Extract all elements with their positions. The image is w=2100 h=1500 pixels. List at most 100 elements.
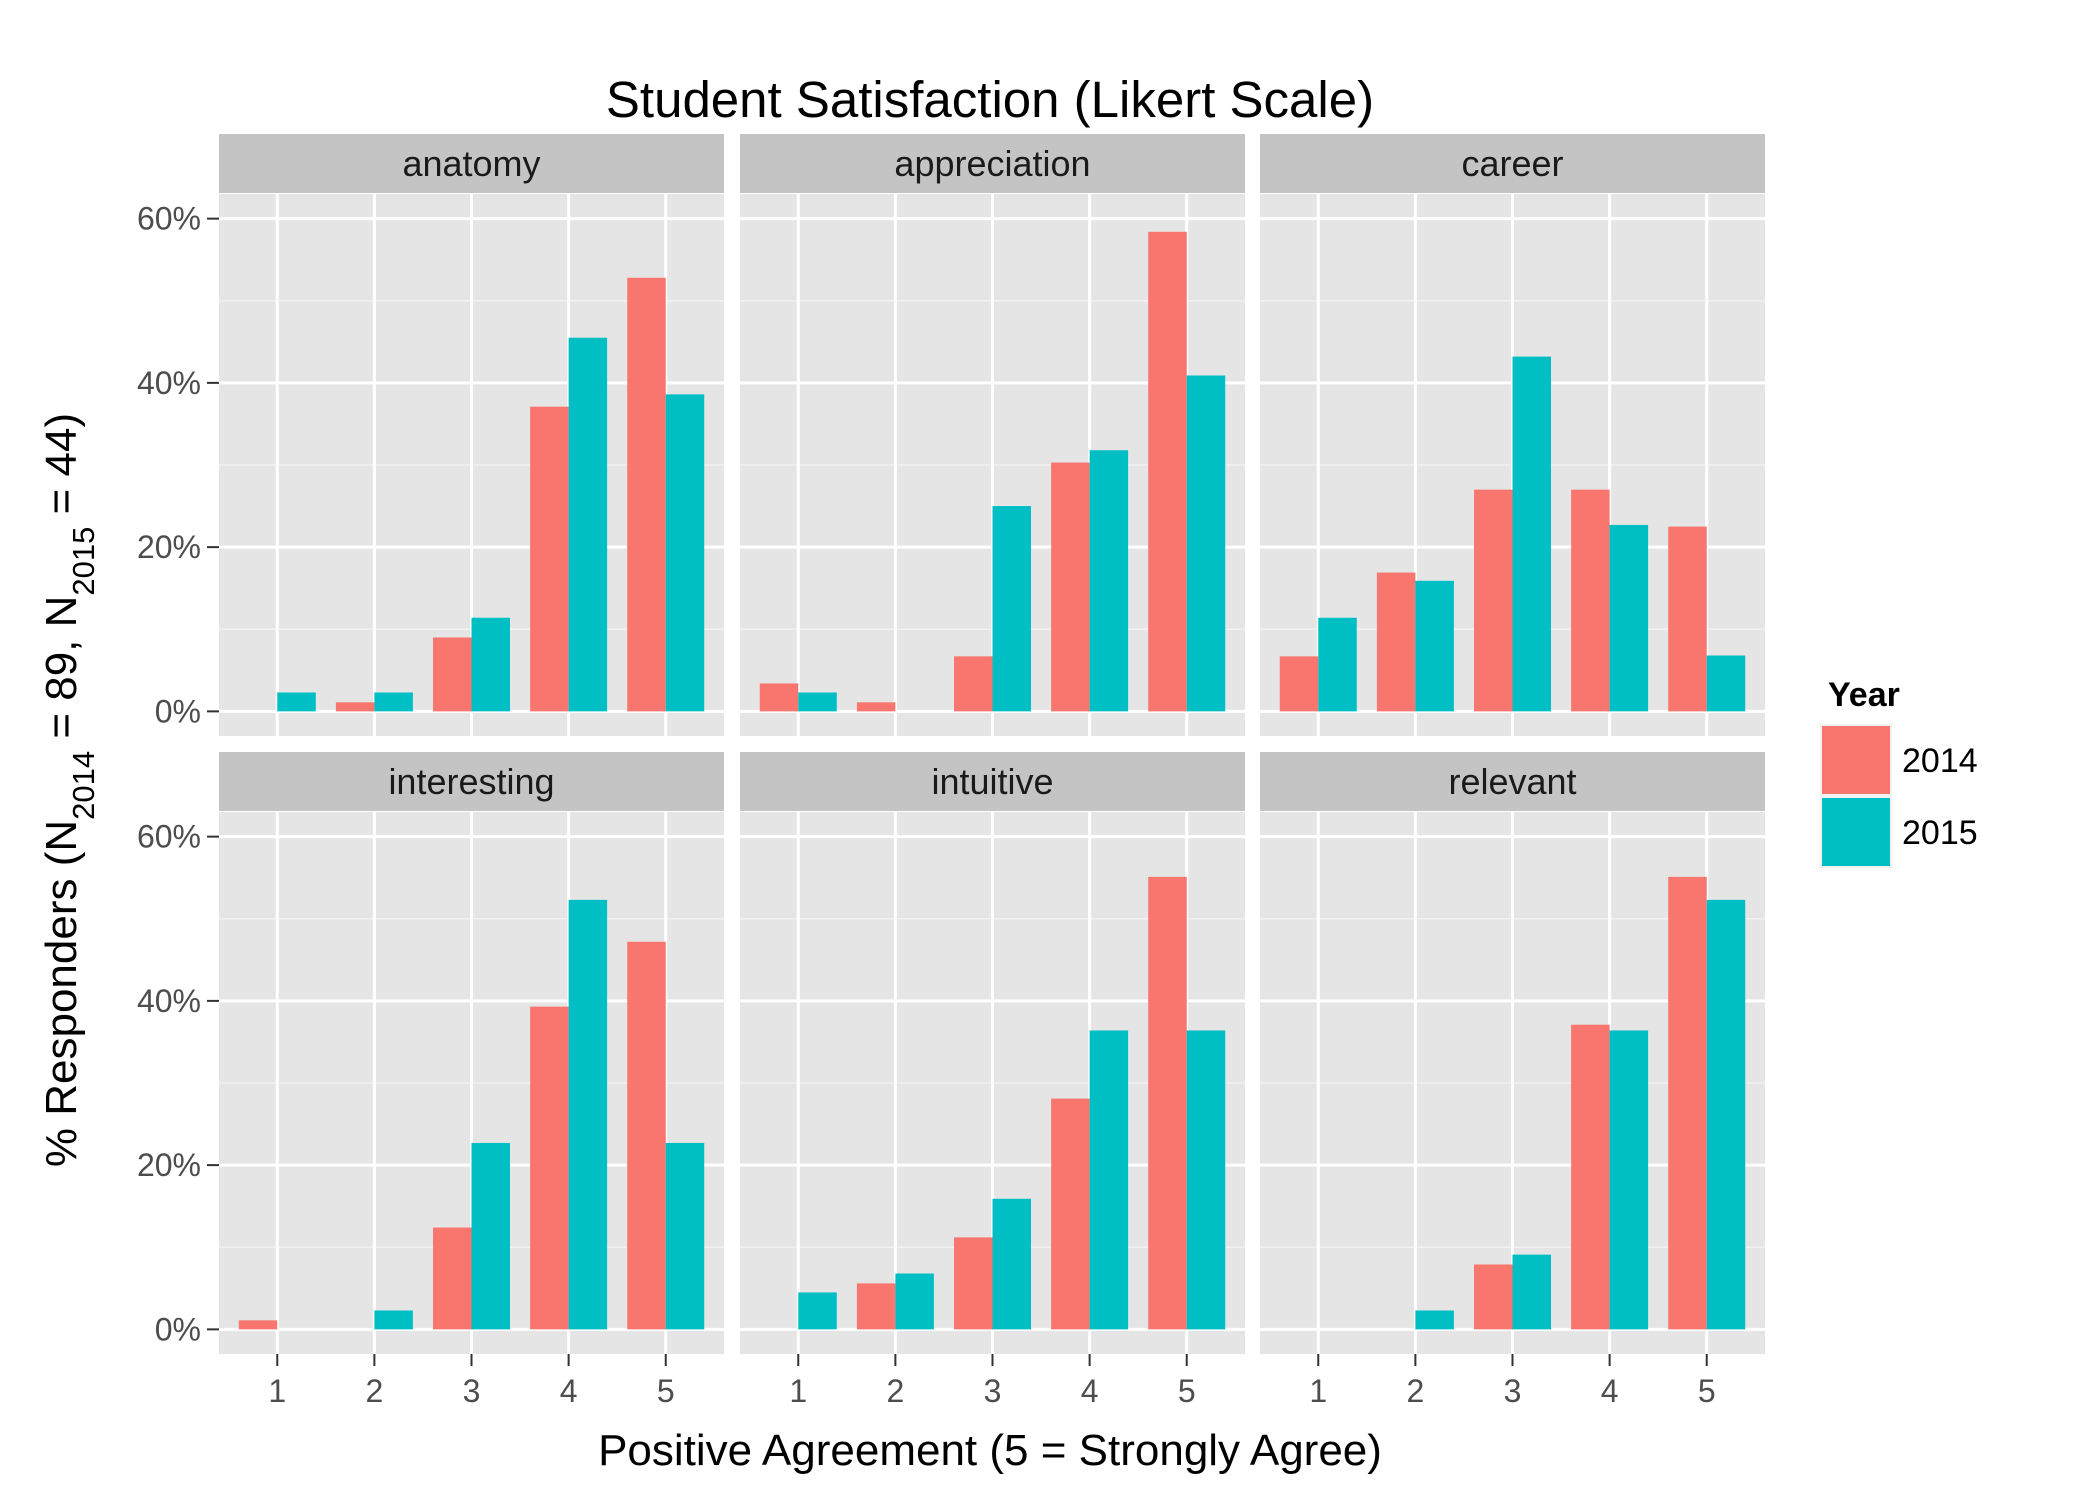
bar-2014-2: [1376, 572, 1416, 712]
facet-strip: [740, 134, 1245, 193]
facet-panel-relevant: relevant: [1260, 752, 1765, 1354]
bar-2014-4: [1571, 489, 1610, 712]
facet-strip: [740, 752, 1245, 811]
y-tick-label: 20%: [137, 529, 201, 565]
x-tick-label: 2: [1406, 1373, 1424, 1409]
bar-2015-5: [1706, 655, 1746, 712]
x-tick-label: 5: [657, 1373, 675, 1409]
y-axis-title-sub-2015: 2015: [66, 527, 101, 596]
x-tick-label: 2: [365, 1373, 383, 1409]
facet-panel-career: career: [1260, 134, 1765, 736]
bar-2014-5: [1148, 876, 1187, 1330]
bar-2014-5: [1668, 876, 1707, 1330]
y-tick-label: 60%: [137, 201, 201, 237]
bar-2015-4: [1609, 524, 1649, 712]
bar-2014-5: [627, 941, 666, 1330]
bar-2015-1: [1318, 617, 1357, 712]
bar-2015-4: [1089, 450, 1129, 712]
facet-panel-anatomy: anatomy: [219, 134, 724, 736]
x-tick-label: 5: [1178, 1373, 1196, 1409]
bar-2015-2: [374, 692, 413, 712]
bar-2014-4: [1051, 462, 1090, 712]
bar-2014-5: [1668, 526, 1707, 712]
y-axis-title-prefix: % Responders (N: [37, 820, 86, 1167]
facet-strip-label: relevant: [1448, 761, 1576, 802]
bar-2014-1: [1279, 656, 1319, 712]
bar-2014-2: [856, 702, 896, 712]
bar-2014-3: [1474, 489, 1513, 712]
bar-2015-4: [1609, 1030, 1649, 1330]
facet-strip: [219, 134, 724, 193]
facet-panel-appreciation: appreciation: [740, 134, 1245, 736]
bar-2015-3: [992, 1198, 1031, 1330]
y-tick-label: 0%: [155, 1311, 201, 1347]
bar-2015-3: [992, 506, 1031, 712]
x-axis-title: Positive Agreement (5 = Strongly Agree): [598, 1426, 1382, 1475]
x-tick-label: 3: [463, 1373, 481, 1409]
legend-label-2015: 2015: [1902, 814, 1978, 852]
x-axis: 1 2 3 4 5 1 2 3 4 5 1 2 3 4 5: [268, 1354, 1716, 1409]
y-tick-label: 40%: [137, 365, 201, 401]
bar-2014-4: [1051, 1098, 1090, 1330]
bar-2014-3: [433, 1227, 472, 1330]
bar-2015-3: [1512, 1254, 1551, 1330]
bar-2015-5: [1186, 375, 1226, 712]
y-tick-label: 0%: [155, 693, 201, 729]
bar-2014-4: [530, 406, 569, 712]
y-axis-title-suffix: = 44): [37, 413, 86, 527]
bar-2014-3: [954, 1237, 993, 1330]
facet-panels: anatomy appreciation career interesting intu…: [219, 134, 1765, 1354]
facet-strip: [219, 752, 724, 811]
bar-2014-3: [433, 637, 472, 712]
bar-2015-5: [1706, 899, 1746, 1330]
facet-strip-label: career: [1461, 143, 1563, 184]
y-tick-label: 20%: [137, 1147, 201, 1183]
bar-2014-5: [627, 277, 666, 712]
y-axis: 0% 20% 40% 60% 0% 20% 40% 60%: [137, 201, 219, 1347]
facet-strip-label: intuitive: [931, 761, 1053, 802]
legend-title: Year: [1828, 676, 1900, 714]
facet-strip-label: interesting: [388, 761, 554, 802]
x-tick-label: 4: [1081, 1373, 1099, 1409]
facet-panel-interesting: interesting: [219, 752, 724, 1354]
x-tick-label: 2: [886, 1373, 904, 1409]
facet-strip: [1260, 752, 1765, 811]
y-axis-title-mid: = 89, N: [37, 596, 86, 751]
bar-2015-4: [1089, 1030, 1129, 1330]
legend-label-2014: 2014: [1902, 742, 1978, 780]
bar-2015-2: [895, 1273, 934, 1330]
bar-2015-2: [1415, 1310, 1454, 1330]
legend-swatch-2014: [1822, 726, 1890, 794]
bar-2015-3: [471, 617, 510, 712]
bar-2014-3: [1474, 1264, 1513, 1330]
y-tick-label: 60%: [137, 819, 201, 855]
x-tick-label: 4: [1601, 1373, 1619, 1409]
bar-2015-2: [374, 1310, 413, 1330]
y-tick-label: 40%: [137, 983, 201, 1019]
x-tick-label: 4: [560, 1373, 578, 1409]
x-tick-label: 1: [268, 1373, 286, 1409]
legend-swatch-2015: [1822, 798, 1890, 866]
legend: Year 2014 2015: [1820, 676, 1978, 868]
bar-2014-2: [856, 1283, 896, 1330]
x-tick-label: 3: [984, 1373, 1002, 1409]
bar-2015-5: [665, 394, 705, 712]
facet-panel-intuitive: intuitive: [740, 752, 1245, 1354]
bar-2014-1: [759, 683, 799, 712]
facet-strip-label: appreciation: [894, 143, 1090, 184]
x-tick-label: 1: [1309, 1373, 1327, 1409]
facet-strip-label: anatomy: [402, 143, 540, 184]
bar-2014-5: [1148, 231, 1187, 712]
y-axis-title: % Responders (N2014 = 89, N2015 = 44): [37, 413, 101, 1167]
x-tick-label: 3: [1504, 1373, 1522, 1409]
bar-2014-4: [530, 1006, 569, 1330]
bar-2014-1: [238, 1320, 278, 1330]
bar-2015-1: [798, 692, 837, 712]
y-axis-title-sub-2014: 2014: [66, 751, 101, 820]
bar-2015-4: [568, 337, 608, 712]
x-tick-label: 1: [789, 1373, 807, 1409]
bar-2015-5: [665, 1142, 705, 1330]
bar-2015-5: [1186, 1030, 1226, 1330]
bar-2015-1: [798, 1292, 837, 1330]
